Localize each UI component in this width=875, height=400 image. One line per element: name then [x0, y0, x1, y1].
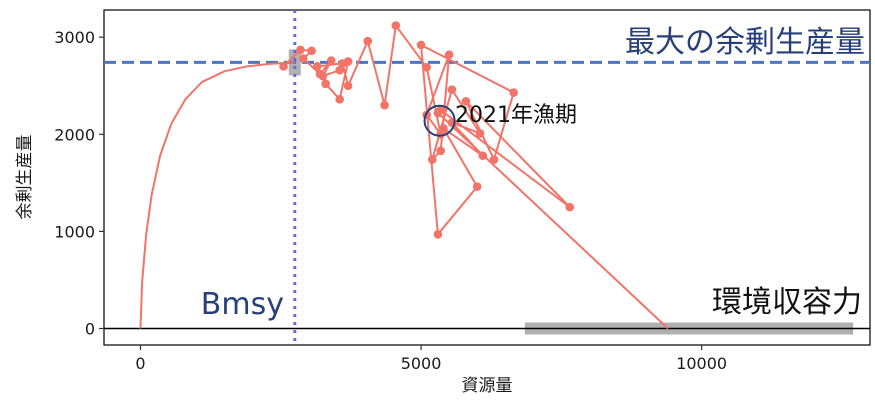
data-point: [422, 63, 431, 72]
y-tick-label: 1000: [54, 222, 95, 241]
data-point: [344, 81, 353, 90]
msy-annotation: 最大の余剰生産量: [625, 25, 865, 60]
data-point: [335, 95, 344, 104]
bmsy-annotation: Bmsy: [201, 287, 284, 322]
x-axis-title: 資源量: [462, 376, 513, 396]
data-point: [445, 50, 454, 59]
data-point: [434, 109, 443, 118]
data-point: [279, 62, 288, 71]
data-point: [509, 88, 518, 97]
data-point: [338, 59, 347, 68]
y-tick-label: 3000: [54, 28, 95, 47]
data-point: [319, 72, 328, 81]
x-tick-label: 0: [135, 354, 145, 373]
x-tick-label: 5000: [401, 354, 442, 373]
data-point: [565, 203, 574, 212]
data-point: [476, 129, 485, 138]
data-point: [473, 182, 482, 191]
y-tick-label: 2000: [54, 125, 95, 144]
data-point: [327, 56, 336, 65]
data-point: [478, 151, 487, 160]
data-point: [313, 62, 322, 71]
data-point: [321, 79, 330, 88]
data-point: [363, 37, 372, 46]
data-point: [434, 230, 443, 239]
data-point: [439, 124, 448, 133]
data-point: [299, 54, 308, 63]
data-point: [490, 155, 499, 164]
y-axis-title: 余剰生産量: [15, 135, 35, 220]
data-point: [448, 85, 457, 94]
x-tick-label: 10000: [676, 354, 727, 373]
data-point: [380, 101, 389, 110]
data-point: [392, 21, 401, 30]
carrying-capacity-annotation: 環境収容力: [712, 285, 862, 320]
current-year-annotation: 2021年漁期: [455, 103, 577, 128]
data-point: [436, 146, 445, 155]
y-tick-label: 0: [85, 319, 95, 338]
data-point: [296, 46, 305, 55]
data-point: [428, 155, 437, 164]
data-point: [307, 46, 316, 55]
data-point: [417, 41, 426, 50]
